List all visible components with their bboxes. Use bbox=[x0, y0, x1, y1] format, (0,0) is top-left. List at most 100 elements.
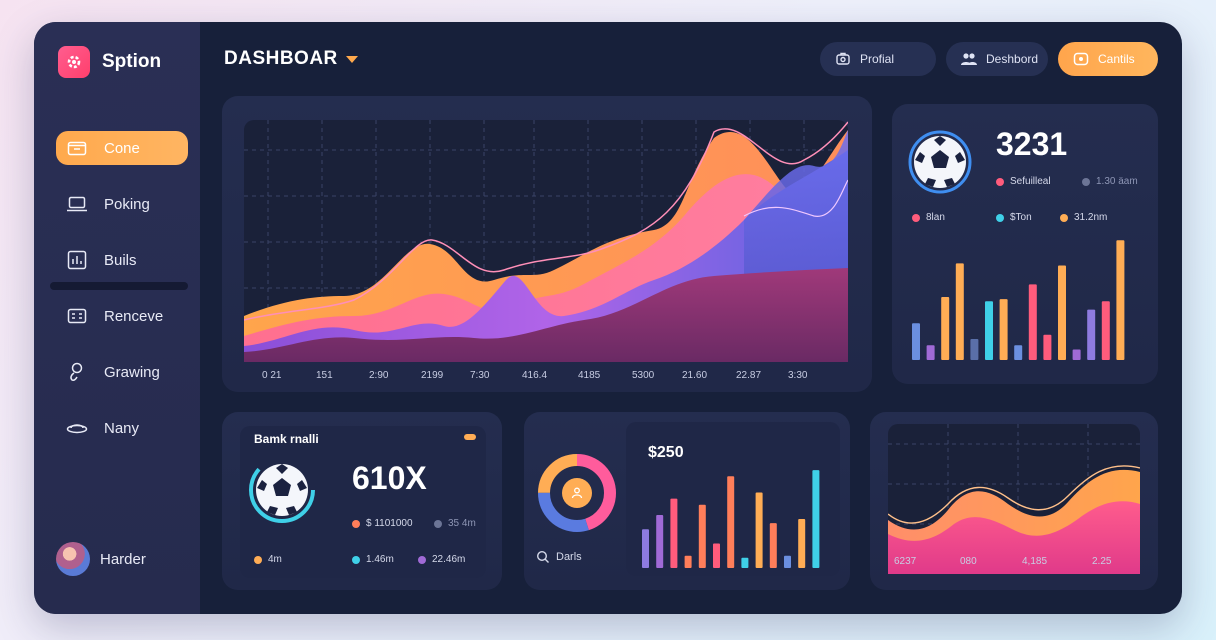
donut-card: Darls $250 bbox=[524, 412, 850, 590]
bar[interactable] bbox=[926, 345, 935, 360]
x-tick: 21.60 bbox=[682, 370, 708, 381]
donut-card-bar-chart[interactable] bbox=[642, 466, 830, 568]
mini-area-chart[interactable] bbox=[887, 424, 1141, 574]
x-tick: 6237 bbox=[894, 556, 917, 567]
user-name: Harder bbox=[100, 550, 146, 568]
legend-dot bbox=[996, 177, 1004, 186]
x-tick: 416.4 bbox=[522, 370, 548, 381]
profile-button[interactable]: Profial bbox=[820, 42, 936, 76]
sidebar-item-poking[interactable]: Poking bbox=[56, 187, 188, 221]
x-tick: 7:30 bbox=[470, 370, 490, 381]
sidebar-item-cone[interactable]: Cone bbox=[56, 131, 188, 165]
bar[interactable] bbox=[999, 299, 1008, 360]
legend-label: 1.30 äam bbox=[1096, 176, 1138, 187]
bar[interactable] bbox=[1087, 309, 1096, 360]
sidebar: Sption Cone Poking Buils Renceve bbox=[34, 22, 200, 614]
bar[interactable] bbox=[670, 498, 678, 568]
bar[interactable] bbox=[970, 339, 979, 360]
search-icon bbox=[536, 550, 549, 563]
legend-dot bbox=[434, 519, 442, 528]
controls-button-label: Cantils bbox=[1098, 52, 1135, 66]
bar[interactable] bbox=[713, 543, 720, 568]
x-tick: 2199 bbox=[421, 370, 444, 381]
sidebar-item-nany[interactable]: Nany bbox=[56, 411, 188, 445]
legend-dot bbox=[254, 555, 262, 564]
x-tick: 0 21 bbox=[262, 370, 282, 381]
sidebar-item-renceve[interactable]: Renceve bbox=[56, 299, 188, 333]
legend-label: $ 1101000 bbox=[366, 518, 413, 529]
sidebar-item-buils[interactable]: Buils bbox=[56, 243, 188, 277]
users-icon bbox=[960, 50, 978, 68]
area-series-base bbox=[244, 268, 848, 362]
donut-segment[interactable] bbox=[538, 454, 616, 532]
dashboard-button[interactable]: Deshbord bbox=[946, 42, 1048, 76]
bar[interactable] bbox=[1101, 301, 1110, 360]
soccer-ball-icon bbox=[908, 130, 972, 199]
donut-segment[interactable] bbox=[538, 454, 616, 532]
bar[interactable] bbox=[812, 470, 820, 568]
stats-bar-chart[interactable] bbox=[912, 234, 1138, 360]
bar[interactable] bbox=[684, 555, 692, 568]
mini-chart-card: 6237 080 4,185 2.25 bbox=[870, 412, 1158, 590]
bar[interactable] bbox=[1028, 284, 1037, 360]
location-pin-icon bbox=[66, 361, 88, 383]
stats-card: 3231 Sefuilleal 1.30 äam 8lan $Ton 31.2n… bbox=[892, 104, 1158, 384]
bar[interactable] bbox=[741, 557, 749, 568]
bar[interactable] bbox=[755, 492, 763, 568]
sidebar-item-label: Cone bbox=[104, 139, 140, 157]
brand-name: Sption bbox=[102, 51, 162, 72]
stats-value: 3231 bbox=[996, 126, 1068, 162]
page-title[interactable]: Dashboar bbox=[224, 48, 358, 70]
bar[interactable] bbox=[798, 519, 806, 568]
brand[interactable]: Sption bbox=[58, 46, 161, 78]
amount-value: $250 bbox=[648, 444, 684, 461]
legend-dot bbox=[352, 555, 360, 564]
bar[interactable] bbox=[955, 263, 964, 360]
legend-dot bbox=[912, 213, 920, 222]
bank-card-value: 610X bbox=[352, 460, 427, 496]
page-title-text: Dashboar bbox=[224, 48, 338, 69]
sidebar-item-grawing[interactable]: Grawing bbox=[56, 355, 188, 389]
bar[interactable] bbox=[727, 476, 735, 568]
profile-icon bbox=[834, 50, 852, 68]
details-search[interactable]: Darls bbox=[536, 550, 582, 564]
bar[interactable] bbox=[769, 523, 777, 568]
legend-item: 31.2nm bbox=[1060, 212, 1107, 223]
bar[interactable] bbox=[912, 323, 920, 360]
bar[interactable] bbox=[1058, 265, 1066, 361]
legend-dot bbox=[1082, 177, 1090, 186]
bar[interactable] bbox=[784, 555, 791, 568]
chart-bars-icon bbox=[66, 249, 88, 271]
x-tick: 2:90 bbox=[369, 370, 389, 381]
main-area-chart[interactable] bbox=[243, 120, 849, 362]
bar[interactable] bbox=[1014, 345, 1023, 360]
series-line-pink bbox=[243, 121, 849, 321]
bar[interactable] bbox=[1072, 349, 1081, 361]
x-tick: 2.25 bbox=[1092, 556, 1112, 567]
legend-item: $ 1101000 bbox=[352, 518, 413, 529]
bank-card: Bamk rnalli 610X $ 1101000 35 4m bbox=[222, 412, 502, 590]
bank-card-badge bbox=[464, 434, 476, 440]
bar[interactable] bbox=[1116, 240, 1125, 360]
controls-button[interactable]: Cantils bbox=[1058, 42, 1158, 76]
legend-label: 8lan bbox=[926, 212, 945, 223]
legend-item: 1.30 äam bbox=[1082, 176, 1138, 187]
legend-item: 8lan bbox=[912, 212, 945, 223]
user-icon bbox=[562, 478, 592, 508]
avatar bbox=[56, 542, 90, 576]
legend-label: Sefuilleal bbox=[1010, 176, 1051, 187]
bar[interactable] bbox=[1043, 334, 1052, 360]
bar[interactable] bbox=[698, 504, 706, 568]
x-tick: 080 bbox=[960, 556, 977, 567]
controls-icon bbox=[1072, 50, 1090, 68]
bar[interactable] bbox=[642, 529, 649, 568]
bar[interactable] bbox=[985, 301, 993, 360]
folder-icon bbox=[66, 137, 88, 159]
bar[interactable] bbox=[656, 514, 664, 568]
user-profile[interactable]: Harder bbox=[56, 542, 146, 576]
donut-chart[interactable] bbox=[536, 452, 618, 534]
series-line-light bbox=[743, 179, 849, 217]
mini-series-line bbox=[887, 465, 1141, 524]
bar[interactable] bbox=[941, 297, 950, 360]
mini-area-series-pink bbox=[888, 501, 1140, 574]
